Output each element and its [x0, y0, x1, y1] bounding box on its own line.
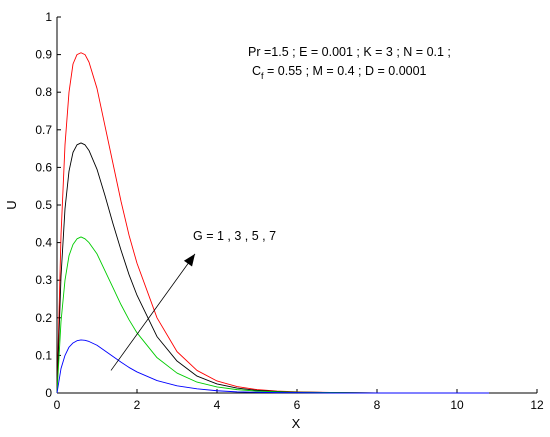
- y-tick-label: 0.6: [35, 160, 52, 174]
- y-tick-label: 0.5: [35, 198, 52, 212]
- x-tick-label: 10: [450, 398, 464, 412]
- x-tick-label: 6: [294, 398, 301, 412]
- parameter-text-line1: Pr =1.5 ; E = 0.001 ; K = 3 ; N = 0.1 ;: [248, 45, 451, 59]
- y-tick-label: 0.3: [35, 273, 52, 287]
- cf-symbol: C: [252, 64, 261, 78]
- cf-subscript: f: [261, 71, 264, 81]
- arrow-label: G = 1 , 3 , 5 , 7: [193, 229, 276, 243]
- annotation-layer: Pr =1.5 ; E = 0.001 ; K = 3 ; N = 0.1 ; …: [110, 45, 451, 371]
- parameter-text-line2-rest: = 0.55 ; M = 0.4 ; D = 0.0001: [264, 64, 427, 78]
- y-tick-label: 0.9: [35, 48, 52, 62]
- parameter-text-line2: Cf = 0.55 ; M = 0.4 ; D = 0.0001: [252, 64, 427, 81]
- y-tick-label: 0.8: [35, 85, 52, 99]
- x-axis-label: X: [292, 416, 301, 431]
- arrow-shaft: [110, 253, 196, 371]
- series-line-1: [56, 52, 489, 394]
- x-tick-label: 12: [530, 398, 544, 412]
- axes: 0 2 4 6 8 10 12 0 0.1 0.2 0.3 0.4 0.5 0.6 0.7 0.8 0.9 1: [35, 10, 544, 412]
- x-tick-label: 8: [374, 398, 381, 412]
- x-tick-label: 2: [134, 398, 141, 412]
- series-layer: [56, 52, 489, 394]
- y-tick-label: 1: [45, 10, 52, 24]
- x-tick-label: 4: [214, 398, 221, 412]
- x-tick-label: 0: [54, 398, 61, 412]
- y-tick-label: 0.7: [35, 123, 52, 137]
- y-tick-label: 0.1: [35, 348, 52, 362]
- y-tick-label: 0.4: [35, 236, 52, 250]
- y-tick-label: 0.2: [35, 311, 52, 325]
- series-line-3: [56, 236, 489, 394]
- y-tick-label: 0: [45, 386, 52, 400]
- arrow-head: [183, 253, 195, 267]
- y-axis-label: U: [4, 200, 19, 209]
- series-line-4: [56, 339, 489, 394]
